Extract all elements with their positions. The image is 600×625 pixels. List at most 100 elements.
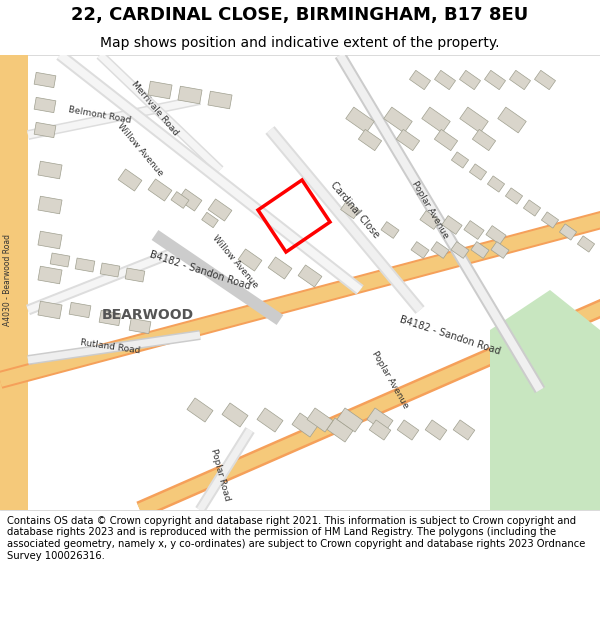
Polygon shape xyxy=(28,331,200,364)
Bar xyxy=(38,196,62,214)
Polygon shape xyxy=(26,245,182,315)
Bar xyxy=(208,91,232,109)
Bar xyxy=(125,268,145,282)
Bar xyxy=(38,301,62,319)
Bar xyxy=(469,164,487,180)
Polygon shape xyxy=(0,55,28,510)
Bar xyxy=(178,86,202,104)
Bar xyxy=(381,222,399,238)
Bar xyxy=(535,71,556,89)
Bar xyxy=(358,129,382,151)
Bar xyxy=(411,242,429,258)
Bar xyxy=(187,398,213,422)
Bar xyxy=(491,242,509,258)
Polygon shape xyxy=(28,97,200,138)
Text: A4030 - Bearwood Road: A4030 - Bearwood Road xyxy=(4,234,13,326)
Bar xyxy=(486,226,506,244)
Bar xyxy=(460,107,488,133)
Bar xyxy=(487,176,505,192)
Bar xyxy=(451,152,469,168)
Bar xyxy=(118,169,142,191)
Bar xyxy=(346,107,374,133)
Bar xyxy=(420,211,440,229)
Bar xyxy=(464,221,484,239)
Bar xyxy=(409,71,431,89)
Bar xyxy=(50,253,70,267)
Polygon shape xyxy=(137,294,600,516)
Bar xyxy=(384,107,412,133)
Text: Poplar Road: Poplar Road xyxy=(209,448,231,502)
Bar xyxy=(453,420,475,440)
Bar xyxy=(100,263,120,277)
Bar xyxy=(442,216,462,234)
Bar xyxy=(327,418,353,442)
Bar xyxy=(268,257,292,279)
Bar xyxy=(257,408,283,432)
Polygon shape xyxy=(27,330,201,365)
Text: Merrivale Road: Merrivale Road xyxy=(130,79,181,137)
Text: 22, CARDINAL CLOSE, BIRMINGHAM, B17 8EU: 22, CARDINAL CLOSE, BIRMINGHAM, B17 8EU xyxy=(71,6,529,24)
Polygon shape xyxy=(56,50,364,295)
Text: B4182 - Sandon Road: B4182 - Sandon Road xyxy=(148,249,251,291)
Polygon shape xyxy=(490,290,600,510)
Bar xyxy=(34,98,56,112)
Bar xyxy=(337,408,363,432)
Polygon shape xyxy=(197,428,253,512)
Bar xyxy=(222,403,248,427)
Bar xyxy=(460,71,481,89)
Bar xyxy=(505,188,523,204)
Bar xyxy=(341,201,359,219)
Text: Rutland Road: Rutland Road xyxy=(79,338,140,356)
Polygon shape xyxy=(196,427,254,513)
Polygon shape xyxy=(152,230,283,325)
Bar xyxy=(148,81,172,99)
Bar xyxy=(38,161,62,179)
Polygon shape xyxy=(267,127,423,312)
Bar xyxy=(369,420,391,440)
Bar xyxy=(434,71,455,89)
Polygon shape xyxy=(0,206,600,389)
Bar xyxy=(451,242,469,258)
Bar xyxy=(208,199,232,221)
Text: Poplar Avenue: Poplar Avenue xyxy=(410,180,450,240)
Bar xyxy=(129,318,151,334)
Bar xyxy=(307,408,333,432)
Bar xyxy=(471,242,489,258)
Text: Belmont Road: Belmont Road xyxy=(68,105,132,125)
Text: Willow Avenue: Willow Avenue xyxy=(211,234,260,290)
Bar xyxy=(425,420,447,440)
Bar xyxy=(397,420,419,440)
Text: BEARWOOD: BEARWOOD xyxy=(102,308,194,322)
Polygon shape xyxy=(97,51,223,174)
Polygon shape xyxy=(98,52,223,172)
Bar xyxy=(99,311,121,326)
Polygon shape xyxy=(265,126,425,314)
Bar xyxy=(472,129,496,151)
Text: Willow Avenue: Willow Avenue xyxy=(115,122,164,178)
Polygon shape xyxy=(58,52,362,293)
Bar xyxy=(34,122,56,138)
Bar xyxy=(298,265,322,287)
Polygon shape xyxy=(27,95,201,140)
Bar xyxy=(509,71,530,89)
Bar xyxy=(202,213,218,228)
Bar xyxy=(34,72,56,88)
Text: Map shows position and indicative extent of the property.: Map shows position and indicative extent… xyxy=(100,36,500,50)
Polygon shape xyxy=(337,53,544,392)
Bar xyxy=(397,129,419,151)
Bar xyxy=(292,413,318,437)
Bar xyxy=(238,249,262,271)
Text: Cardinal Close: Cardinal Close xyxy=(329,180,382,240)
Text: B4182 - Sandon Road: B4182 - Sandon Road xyxy=(398,314,502,356)
Bar xyxy=(431,242,449,258)
Bar xyxy=(541,212,559,228)
Bar xyxy=(178,189,202,211)
Bar xyxy=(171,192,189,208)
Bar xyxy=(434,129,458,151)
Bar xyxy=(422,107,450,133)
Text: Contains OS data © Crown copyright and database right 2021. This information is : Contains OS data © Crown copyright and d… xyxy=(7,516,586,561)
Polygon shape xyxy=(0,208,600,387)
Bar xyxy=(38,231,62,249)
Bar xyxy=(148,179,172,201)
Polygon shape xyxy=(335,52,545,393)
